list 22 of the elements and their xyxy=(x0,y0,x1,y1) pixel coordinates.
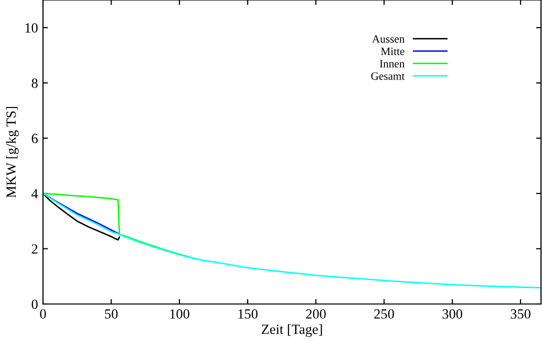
x-tick-label: 150 xyxy=(238,309,258,319)
y-tick-label: 4 xyxy=(31,189,38,198)
legend-label: Gesamt xyxy=(371,72,405,80)
line-series xyxy=(43,192,198,260)
x-tick-label: 200 xyxy=(306,309,326,319)
y-tick-label: 0 xyxy=(32,300,38,309)
x-tick-label: 250 xyxy=(374,309,394,319)
x-tick-label: 300 xyxy=(442,309,462,319)
y-tick-label: 6 xyxy=(32,134,38,144)
x-tick-label: 350 xyxy=(510,309,530,319)
x-tick-label: 100 xyxy=(170,309,190,319)
legend-label: Mitte xyxy=(380,48,404,56)
legend-label: Aussen xyxy=(372,35,405,43)
line-series xyxy=(43,192,541,288)
y-tick-label: 8 xyxy=(32,78,38,88)
y-tick-label: 2 xyxy=(32,244,38,254)
x-tick-label: 0 xyxy=(40,309,46,319)
y-axis-title: MKW [g/kg TS] xyxy=(6,106,19,198)
x-tick-label: 50 xyxy=(105,309,118,319)
legend-label: Innen xyxy=(380,60,405,68)
y-tick-label: 10 xyxy=(25,23,38,33)
x-axis-title: Zeit [Tage] xyxy=(262,324,322,337)
